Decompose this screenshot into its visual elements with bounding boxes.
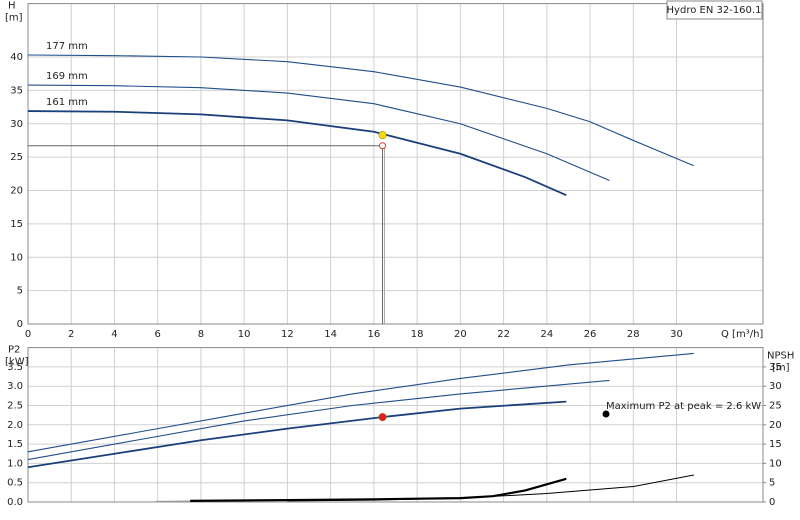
x-tick-label: 20 <box>454 329 467 340</box>
y-tick-label: 30 <box>10 119 23 130</box>
y-tick-label: 35 <box>10 85 23 96</box>
operating-point <box>378 131 387 140</box>
curve <box>27 110 567 196</box>
y-tick-label: 40 <box>10 52 23 63</box>
x-tick-label: 2 <box>68 329 74 340</box>
y2-tick-label: 10 <box>769 458 782 469</box>
y-axis-unit: [kW] <box>5 357 29 368</box>
y2-axis-label: NPSH <box>767 351 794 362</box>
y-tick-label: 0 <box>17 319 23 330</box>
curve <box>27 379 610 461</box>
y2-tick-label: 0 <box>769 497 775 508</box>
curve <box>27 84 610 181</box>
x-tick-label: 14 <box>324 329 337 340</box>
y-axis-unit: [m] <box>5 13 23 24</box>
y-tick-label: 15 <box>10 219 23 230</box>
title-box <box>666 0 763 20</box>
y-tick-label: 0.5 <box>7 478 23 489</box>
y2-axis-unit: [m] <box>772 363 790 374</box>
y-tick-label: 1.5 <box>7 439 23 450</box>
x-tick-label: 16 <box>368 329 381 340</box>
y-tick-label: 2.5 <box>7 401 23 412</box>
x-tick-label: 30 <box>670 329 683 340</box>
x-tick-label: 10 <box>238 329 251 340</box>
y-tick-label: 20 <box>10 186 23 197</box>
y-tick-label: 0.0 <box>7 497 23 508</box>
x-tick-label: 6 <box>155 329 161 340</box>
y2-tick-label: 30 <box>769 381 782 392</box>
annotation-dot <box>602 410 610 418</box>
x-tick-label: 22 <box>497 329 510 340</box>
chart-title: Hydro EN 32-160.1 <box>667 5 762 16</box>
curve <box>27 54 695 167</box>
y-tick-label: 10 <box>10 252 23 263</box>
annotation: Maximum P2 at peak = 2.6 kW <box>606 401 761 412</box>
y2-tick-label: 25 <box>769 401 782 412</box>
x-tick-label: 26 <box>584 329 597 340</box>
x-tick-label: 24 <box>540 329 553 340</box>
curve-label: 161 mm <box>46 97 88 108</box>
y2-tick-label: 20 <box>769 420 782 431</box>
x-tick-label: 0 <box>25 329 31 340</box>
x-tick-label: 28 <box>627 329 640 340</box>
operating-point <box>378 413 387 422</box>
x-tick-label: 8 <box>198 329 204 340</box>
plot-frame <box>27 3 764 325</box>
y-tick-label: 3.5 <box>7 362 23 373</box>
curve <box>27 400 567 469</box>
y2-tick-label: 5 <box>769 478 775 489</box>
curve <box>27 352 694 453</box>
operating-point <box>379 142 387 150</box>
y2-tick-label: 15 <box>769 439 782 450</box>
curve <box>190 477 567 502</box>
y-tick-label: 1.0 <box>7 458 23 469</box>
y-tick-label: 25 <box>10 152 23 163</box>
curve <box>287 474 694 502</box>
y2-tick-label: 35 <box>769 362 782 373</box>
x-tick-label: 4 <box>111 329 117 340</box>
y-tick-label: 2.0 <box>7 420 23 431</box>
y-axis-label: H <box>8 1 16 12</box>
y-tick-label: 5 <box>17 286 23 297</box>
curve-label: 177 mm <box>46 41 88 52</box>
x-tick-label: 12 <box>281 329 294 340</box>
curve-label: 169 mm <box>46 71 88 82</box>
y-tick-label: 3.0 <box>7 381 23 392</box>
x-tick-label: 18 <box>411 329 424 340</box>
y-axis-label: P2 <box>8 345 20 356</box>
x-axis-label: Q [m³/h] <box>721 329 763 340</box>
